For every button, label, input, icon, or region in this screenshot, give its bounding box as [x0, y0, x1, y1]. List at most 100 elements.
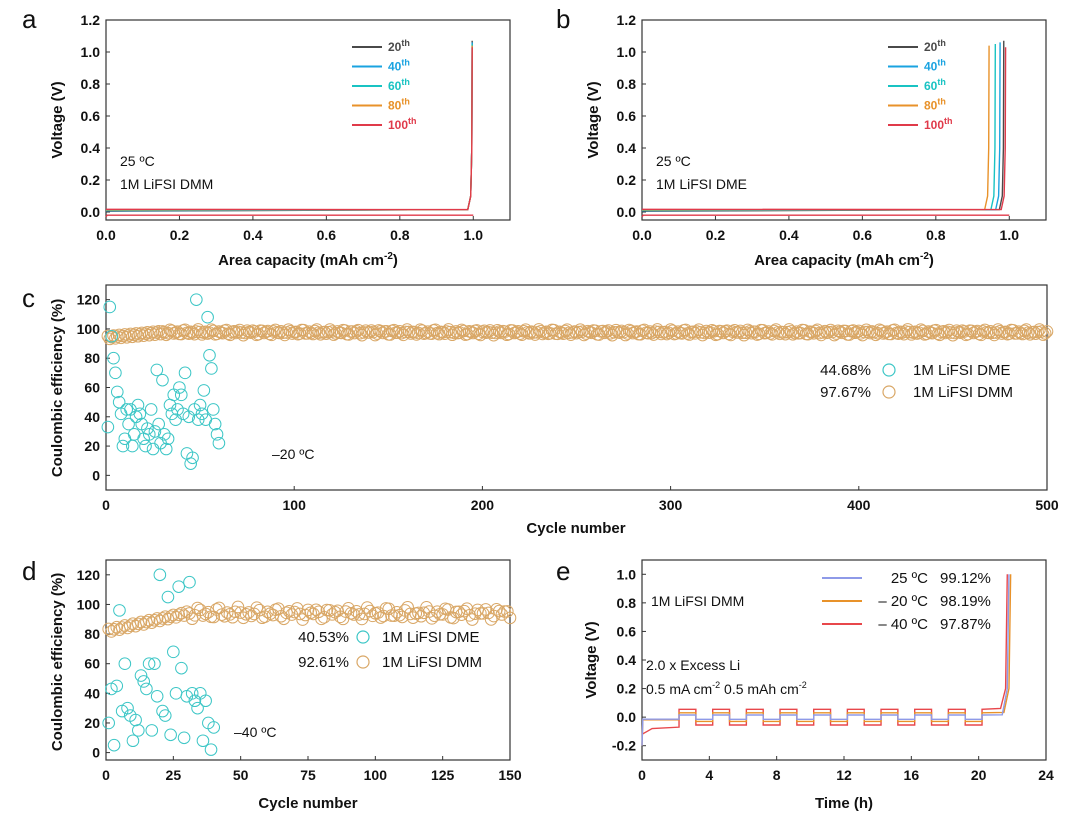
panel-a-legend-label-80: 80th: [388, 97, 410, 113]
panel-b-legend-sup: th: [944, 116, 953, 126]
panel-b-xtick-label: 0.8: [926, 227, 946, 243]
panel-c-dme-point: [116, 439, 130, 453]
panel-d-xtick-label: 0: [102, 767, 110, 783]
panel-c-dme-point: [103, 300, 117, 314]
panel-d-dmm-point: [102, 622, 115, 636]
panel-d-dme-point: [177, 731, 191, 745]
panel-c-dme-point: [190, 293, 203, 306]
panel-d-dme-point: [193, 687, 207, 700]
panel-d-dme-point: [134, 669, 148, 682]
panel-c-dme-point: [210, 428, 224, 441]
panel-d-dme-point: [126, 734, 140, 748]
panel-c-dme-point: [176, 407, 190, 421]
panel-b-ytick-label: 0.2: [617, 172, 637, 188]
panel-d-dmm-point: [503, 611, 517, 625]
panel-c-xlabel: Cycle number: [526, 520, 625, 537]
panel-d-dme-point: [172, 580, 186, 593]
panel-c-dmm-point: [1031, 325, 1044, 339]
panel-e-ytick-label: 0.4: [617, 652, 637, 668]
panel-d-dmm-point: [134, 615, 148, 629]
panel-d-temp: –40 ºC: [234, 724, 276, 740]
panel-c-dme-point: [144, 403, 158, 416]
panel-e-xtick-label: 0: [638, 767, 646, 783]
panel-d-dme-point: [153, 568, 167, 582]
panel-d-ytick-label: 0: [92, 745, 100, 761]
panel-d-dme-point: [113, 604, 126, 617]
panel-d-dmm-point: [387, 609, 401, 623]
panel-d-dme-point: [207, 721, 221, 734]
panel-c-dme-point: [158, 428, 171, 441]
panel-e-legend-temp: – 40 ºC: [878, 616, 928, 633]
panel-c-ytick-label: 0: [92, 467, 100, 483]
panel-e-xtick-label: 20: [971, 767, 987, 783]
panel-e-ytick-label: -0.2: [612, 738, 636, 754]
panel-d-dme-point: [196, 734, 210, 748]
panel-b-xtick-label: 0.6: [853, 227, 873, 243]
panel-d-ytick-label: 60: [84, 656, 100, 672]
panel-d-legend-dme-avg: 40.53%: [298, 629, 349, 646]
panel-c-dme-point: [122, 417, 135, 431]
panel-c: c 0 20 40 60 80 100 120 0 100 200 300 400 500 Cycle …: [22, 283, 1059, 537]
panel-a-legend-sup: th: [401, 38, 410, 48]
panel-e-xtick-label: 4: [705, 767, 713, 783]
panel-c-dmm-point: [1038, 327, 1052, 340]
panel-d-dme-point: [164, 728, 177, 742]
panel-c-dme-point: [201, 310, 214, 324]
panel-c-ytick-label: 20: [84, 438, 100, 454]
panel-c-ytick-label: 100: [77, 321, 101, 337]
panel-e-legend-value: 99.12%: [940, 570, 991, 587]
panel-e-ytick-label: 0.8: [617, 595, 637, 611]
panel-e-ytick-label: 0.6: [617, 623, 637, 639]
panel-d-dme-point: [140, 682, 153, 696]
panel-c-dme-point: [150, 363, 164, 377]
panel-c-dme-point: [203, 348, 216, 362]
panel-c-dme-point: [141, 422, 154, 435]
panel-c-dme-point: [161, 432, 175, 446]
panel-c-dmm-point: [1040, 325, 1054, 338]
panel-e-legend-value: 98.19%: [940, 593, 991, 610]
panel-d-dmm-point: [126, 617, 140, 630]
panel-c-xtick-label: 100: [283, 497, 307, 513]
panel-c-dme-point: [105, 329, 118, 343]
panel-c-dme-point: [109, 366, 122, 380]
panel-d-dme-point: [110, 679, 124, 693]
panel-a-legend-label-60: 60th: [388, 77, 410, 93]
panel-c-dme-point: [112, 395, 126, 409]
panel-c-dme-point: [197, 384, 211, 397]
panel-d-legend-dmm-label: 1M LiFSI DMM: [382, 654, 482, 671]
panel-c-dmm-point: [831, 324, 845, 338]
panel-d-dmm-point: [231, 600, 245, 614]
panel-c-legend: 44.68% 1M LiFSI DME 97.67% 1M LiFSI DMM: [820, 362, 1013, 401]
panel-d-legend: 40.53% 1M LiFSI DME 92.61% 1M LiFSI DMM: [298, 629, 482, 671]
panel-b-series-100: [641, 47, 1007, 211]
panel-c-legend-dme-marker: [882, 363, 896, 377]
panel-a-legend-sup: th: [401, 77, 410, 87]
panel-c-ylabel: Coulombic efficiency (%): [49, 299, 66, 477]
panel-c-dme-point: [120, 403, 134, 416]
panel-d-legend-dme-label: 1M LiFSI DME: [382, 629, 480, 646]
panel-a-xlabel: Area capacity (mAh cm-2): [218, 251, 398, 269]
panel-e-ytick-label: 1.0: [617, 566, 637, 582]
panel-c-dme-point: [193, 398, 207, 412]
panel-d-dmm-point: [142, 613, 156, 627]
panel-d-dme-point: [161, 590, 175, 604]
panel-b-ytick-label: 0.6: [617, 108, 637, 124]
panel-a-ytick-label: 1.2: [81, 12, 101, 28]
panel-a-legend-label-40: 40th: [388, 58, 410, 74]
panel-d-dmm-point: [395, 610, 409, 624]
panel-d-dme-point: [199, 694, 212, 708]
panel-c-ytick-label: 120: [77, 292, 101, 308]
panel-c-legend-dme-avg: 44.68%: [820, 362, 871, 379]
panel-a-legend-sup: th: [401, 58, 410, 68]
panel-b-plating-curve: [641, 214, 1010, 218]
panel-b-ylabel: Voltage (V): [585, 81, 602, 158]
panel-b-ytick-label: 0.0: [617, 204, 637, 220]
panel-c-dme-point: [107, 351, 120, 365]
panel-b-xlabel: Area capacity (mAh cm-2): [754, 251, 934, 269]
panel-d-dmm-point: [207, 610, 221, 624]
panel-e-current-exp: -2: [712, 680, 720, 690]
panel-b-legend-label-80: 80th: [924, 97, 946, 113]
panel-d-dmm-point: [347, 608, 361, 621]
panel-d-xtick-label: 150: [498, 767, 522, 783]
panel-b-ytick-label: 1.2: [617, 12, 637, 28]
